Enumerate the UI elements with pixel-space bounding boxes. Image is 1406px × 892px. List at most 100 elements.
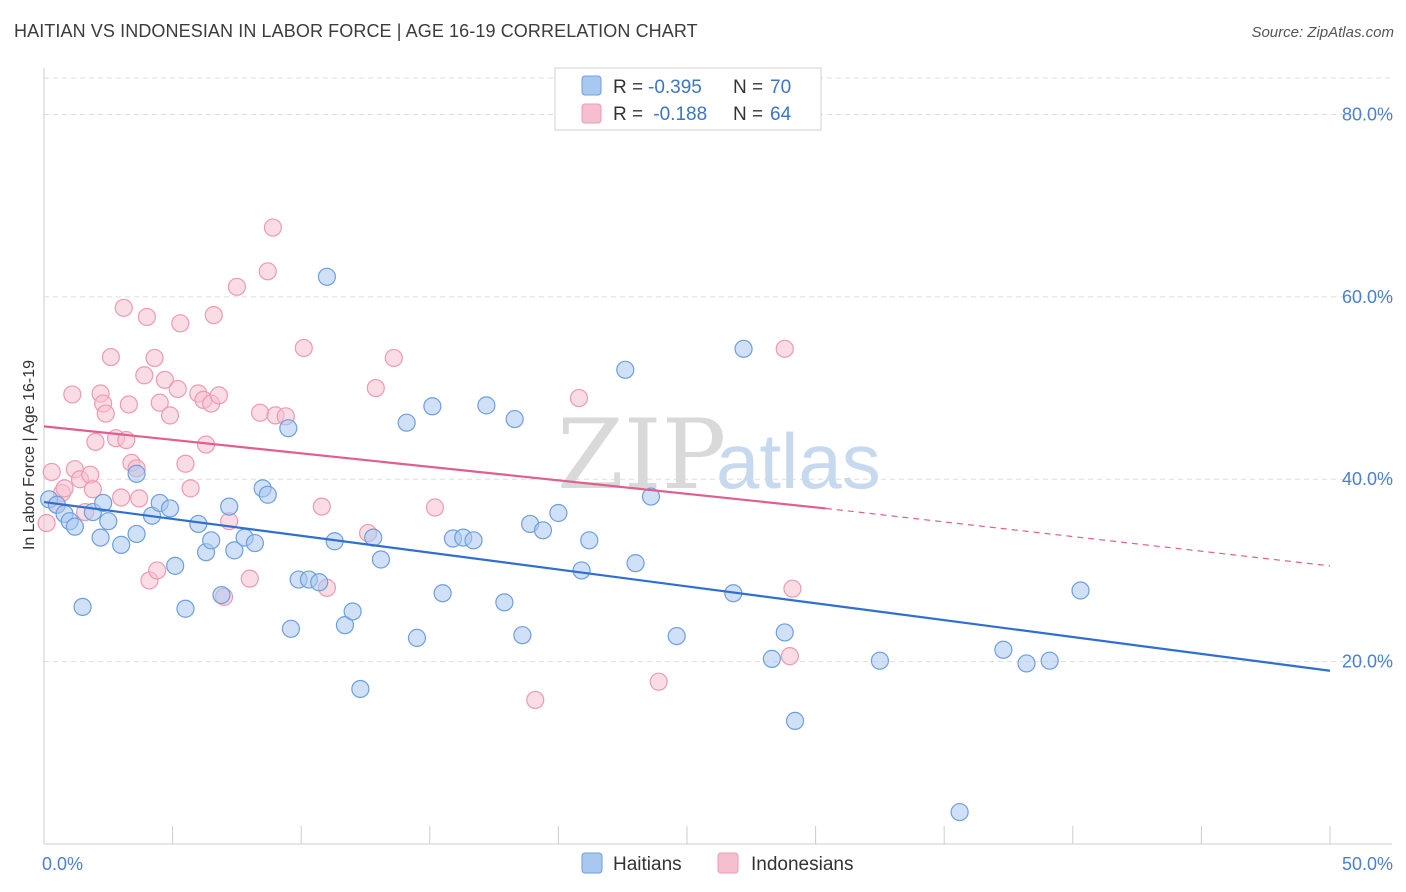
indonesians-point-30 [155,370,174,389]
haitians-point-57 [626,554,645,573]
haitians-point-70 [1071,581,1090,600]
haitians-point-42 [423,397,442,416]
haitians-points [40,267,1090,822]
haitians-point-69 [1040,651,1059,670]
x-tick-label-min: 0.0% [42,854,83,874]
indonesians-points [37,218,802,710]
haitians-point-29 [281,619,301,638]
series-legend: Haitians Indonesians [581,852,853,875]
haitians-point-40 [397,413,416,432]
indonesians-trend-line [43,425,827,510]
haitians-point-56 [616,360,635,379]
source-label: Source: ZipAtlas.com [1251,24,1394,41]
legend-r-value-haitians: -0.395 [648,77,702,98]
bottom-legend-label-indonesians: Indonesians [751,854,853,875]
legend-n-label-indonesians: N = [733,104,768,125]
haitians-point-8 [94,493,113,513]
haitians-point-61 [734,339,753,358]
haitians-point-55 [580,531,599,550]
indonesians-point-56 [384,348,403,368]
legend-swatch-indonesians [581,103,602,124]
haitians-point-28 [279,419,298,438]
indonesians-point-41 [209,386,228,405]
bottom-legend-swatch-indonesians [717,852,739,874]
watermark-atlas: atlas [716,417,881,505]
haitians-point-7 [91,528,110,547]
indonesians-point-51 [294,338,313,358]
indonesians-point-25 [137,307,156,327]
indonesians-point-18 [114,298,133,317]
indonesians-point-29 [148,561,167,580]
haitians-point-67 [994,640,1013,659]
haitians-point-50 [513,626,532,645]
haitians-point-66 [950,802,969,822]
indonesians-point-52 [312,497,331,516]
indonesians-point-10 [83,480,102,499]
legend-swatch-haitians [581,75,602,96]
haitians-point-17 [176,599,195,618]
y-tick-label-80: 80.0% [1342,104,1393,124]
haitians-point-20 [202,531,221,550]
legend-n-value-indonesians: 64 [770,104,792,125]
haitians-point-63 [775,623,794,642]
indonesians-point-63 [783,579,802,598]
haitians-point-54 [572,561,591,580]
axes [43,68,1392,845]
haitians-point-5 [73,597,92,617]
haitians-point-36 [343,602,362,621]
indonesians-point-47 [258,262,277,281]
haitians-point-32 [310,573,329,592]
indonesians-point-4 [55,479,74,498]
haitians-point-35 [335,616,355,635]
indonesians-point-17 [112,488,131,507]
legend-r-label-indonesians: R = [613,104,648,125]
chart-title: HAITIAN VS INDONESIAN IN LABOR FORCE | A… [14,21,698,41]
haitians-point-58 [641,487,661,506]
haitians-point-23 [225,541,244,560]
haitians-point-21 [212,585,231,605]
indonesians-point-27 [145,348,164,368]
indonesians-point-57 [425,498,445,517]
haitians-point-25 [245,533,265,553]
indonesians-point-61 [775,339,794,358]
watermark-zip: ZIP [557,399,726,511]
indonesians-point-55 [366,378,385,398]
legend-r-value-indonesians: -0.188 [648,104,707,125]
haitians-point-10 [112,535,131,554]
x-tick-label-max: 50.0% [1342,854,1393,874]
indonesians-point-46 [250,403,270,422]
haitians-point-43 [433,584,452,603]
haitians-point-22 [220,497,239,516]
indonesians-point-31 [160,406,180,425]
indonesians-point-24 [135,366,154,385]
y-axis-label: In Labor Force | Age 16-19 [21,360,38,550]
indonesians-point-35 [181,479,200,498]
haitians-point-39 [371,550,391,569]
indonesians-point-62 [780,647,799,666]
legend-r-label-haitians: R = [613,77,648,98]
haitians-point-59 [667,626,686,646]
bottom-legend-label-haitians: Haitians [613,854,682,875]
watermark: ZIP atlas [557,399,881,511]
haitians-point-27 [258,485,277,504]
haitians-point-4 [65,517,84,536]
indonesians-point-40 [204,305,223,325]
indonesians-point-48 [263,218,283,237]
haitians-trend-line [43,500,1331,672]
haitians-point-65 [870,651,890,670]
indonesians-point-1 [42,462,61,482]
indonesians-point-32 [168,379,187,399]
indonesians-trend-line-extension [825,507,1331,567]
haitians-point-37 [351,679,370,699]
indonesians-point-58 [526,690,545,710]
indonesians-point-28 [150,393,169,412]
haitians-point-9 [99,512,118,531]
haitians-point-53 [549,503,568,523]
haitians-point-33 [317,267,337,286]
haitians-point-64 [785,711,805,730]
indonesians-point-14 [96,404,115,423]
y-tick-label-60: 60.0% [1342,287,1393,307]
haitians-point-68 [1017,654,1036,673]
indonesians-point-11 [86,432,105,451]
indonesians-point-0 [37,513,56,533]
